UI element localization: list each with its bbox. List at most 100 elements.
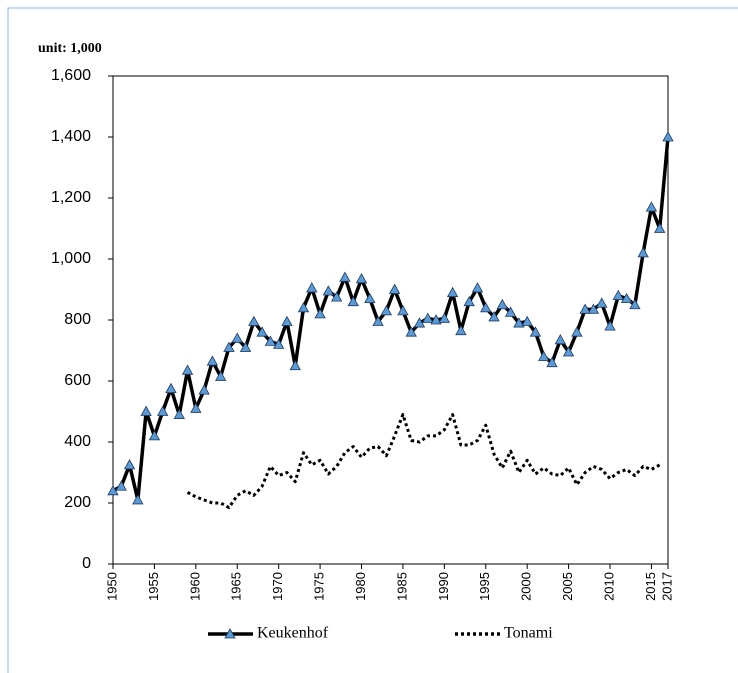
data-point bbox=[123, 459, 136, 470]
data-point bbox=[355, 273, 368, 284]
data-point bbox=[662, 131, 674, 142]
data-point bbox=[463, 295, 475, 307]
y-tick-label: 200 bbox=[64, 494, 91, 511]
data-point bbox=[364, 292, 376, 304]
data-point bbox=[239, 341, 252, 352]
data-point bbox=[620, 292, 633, 304]
data-point bbox=[413, 317, 426, 328]
y-tick-label: 800 bbox=[64, 311, 91, 328]
data-point bbox=[306, 282, 318, 293]
data-point bbox=[372, 315, 384, 326]
data-point bbox=[612, 289, 624, 300]
data-point bbox=[148, 430, 161, 441]
x-tick-label: 1975 bbox=[312, 572, 327, 601]
data-point bbox=[397, 305, 409, 316]
legend-label: Keukenhof bbox=[257, 625, 329, 642]
data-point bbox=[645, 201, 658, 212]
x-tick-label: 2005 bbox=[560, 572, 575, 601]
x-tick-label: 2017 bbox=[659, 572, 674, 601]
data-point bbox=[297, 301, 310, 313]
data-point bbox=[215, 370, 227, 381]
data-point bbox=[140, 405, 152, 416]
data-point bbox=[231, 332, 243, 343]
data-point bbox=[388, 283, 401, 294]
plot-area bbox=[112, 75, 669, 565]
unit-label: unit: 1,000 bbox=[38, 41, 102, 56]
x-tick-label: 1960 bbox=[187, 572, 202, 601]
data-point bbox=[629, 298, 641, 310]
x-tick-label: 1980 bbox=[353, 572, 368, 601]
data-point bbox=[173, 408, 185, 419]
legend-marker bbox=[224, 628, 236, 639]
data-point bbox=[496, 298, 509, 310]
y-tick-label: 600 bbox=[64, 372, 91, 389]
legend-label: Tonami bbox=[504, 625, 553, 642]
data-point bbox=[562, 346, 575, 357]
data-point bbox=[322, 285, 335, 296]
chart-frame bbox=[7, 7, 738, 673]
series-line bbox=[112, 136, 670, 502]
data-point bbox=[430, 314, 442, 325]
data-point bbox=[223, 341, 235, 352]
x-tick-label: 2015 bbox=[643, 572, 658, 601]
data-point bbox=[571, 326, 583, 337]
data-point bbox=[480, 301, 492, 313]
data-point bbox=[181, 364, 194, 375]
x-tick-label: 1970 bbox=[270, 572, 285, 601]
data-point bbox=[198, 384, 210, 395]
data-point bbox=[165, 382, 177, 394]
data-point bbox=[115, 480, 127, 491]
data-point bbox=[289, 359, 301, 371]
x-tick-label: 2000 bbox=[519, 572, 534, 601]
data-point bbox=[554, 334, 566, 345]
data-point bbox=[132, 494, 144, 505]
y-tick-label: 1,200 bbox=[51, 189, 91, 206]
y-tick-label: 400 bbox=[64, 433, 91, 450]
data-point bbox=[637, 247, 649, 258]
data-point bbox=[264, 335, 277, 346]
data-point bbox=[190, 402, 202, 413]
data-point bbox=[538, 350, 550, 361]
x-tick-label: 1965 bbox=[229, 572, 244, 601]
data-point bbox=[587, 303, 600, 314]
data-point bbox=[248, 315, 260, 326]
data-point bbox=[529, 326, 542, 337]
data-point bbox=[546, 356, 558, 368]
data-point bbox=[314, 308, 326, 319]
x-tick-label: 1985 bbox=[394, 572, 409, 601]
data-point bbox=[347, 295, 359, 307]
data-point bbox=[488, 311, 500, 322]
data-point bbox=[422, 312, 434, 323]
data-point bbox=[206, 355, 219, 366]
data-point bbox=[504, 306, 517, 317]
x-tick-label: 1955 bbox=[146, 572, 161, 601]
data-point bbox=[455, 324, 467, 336]
data-point bbox=[471, 282, 484, 293]
data-point bbox=[330, 291, 343, 302]
data-point bbox=[654, 222, 666, 233]
data-point bbox=[157, 405, 169, 416]
y-tick-label: 1,600 bbox=[51, 67, 91, 84]
data-point bbox=[579, 303, 591, 314]
x-tick-label: 1950 bbox=[104, 572, 119, 601]
data-point bbox=[272, 338, 285, 349]
data-point bbox=[256, 326, 268, 337]
data-point bbox=[281, 315, 293, 326]
data-point bbox=[604, 320, 616, 331]
data-point bbox=[521, 315, 533, 326]
data-point bbox=[107, 484, 119, 496]
data-point bbox=[380, 305, 393, 316]
y-tick-label: 0 bbox=[82, 555, 91, 572]
data-point bbox=[446, 286, 459, 297]
series-line bbox=[186, 413, 661, 510]
data-point bbox=[339, 271, 351, 282]
x-tick-label: 1990 bbox=[436, 572, 451, 601]
x-tick-label: 2010 bbox=[601, 572, 616, 601]
y-tick-label: 1,400 bbox=[51, 128, 91, 145]
data-point bbox=[405, 326, 417, 337]
data-point bbox=[513, 317, 525, 328]
x-tick-label: 1995 bbox=[477, 572, 492, 601]
y-tick-label: 1,000 bbox=[51, 250, 91, 267]
